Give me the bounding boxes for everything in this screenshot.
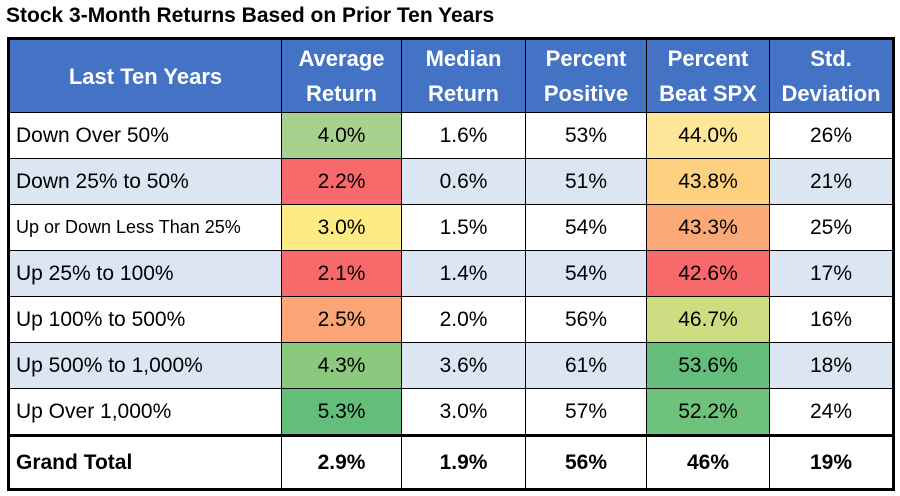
median-return-cell: 1.4% [401,250,526,297]
average-return-cell: 4.0% [281,112,402,159]
header-text: Last Ten Years [68,63,223,89]
row-label: Up Over 1,000% [8,388,282,436]
percent-positive-cell: 61% [525,342,647,389]
header-text: Deviation [781,81,881,106]
header-text: Percent [667,46,749,71]
std-deviation-cell: 17% [769,250,894,297]
row-label: Up 100% to 500% [8,296,282,343]
percent-positive-cell: 56% [525,434,647,490]
percent-positive-cell: 54% [525,204,647,251]
percent-beat-spx-cell: 42.6% [646,250,770,297]
average-return-cell: 2.2% [281,158,402,205]
average-return-cell: 2.1% [281,250,402,297]
std-deviation-cell: 24% [769,388,894,436]
table-row: Up 500% to 1,000% 4.3% 3.6% 61% 53.6% 18… [8,342,894,389]
column-header-percent-positive: Percent Positive [525,38,647,113]
row-label: Up 500% to 1,000% [8,342,282,389]
header-text: Percent [545,46,627,71]
column-header-std-deviation: Std. Deviation [769,38,894,113]
average-return-cell: 3.0% [281,204,402,251]
average-return-cell: 5.3% [281,388,402,436]
average-return-cell: 2.5% [281,296,402,343]
median-return-cell: 3.0% [401,388,526,436]
header-text: Return [306,81,377,106]
row-label: Up 25% to 100% [8,250,282,297]
table-title: Stock 3-Month Returns Based on Prior Ten… [6,4,495,27]
percent-beat-spx-cell: 46% [646,434,770,490]
percent-positive-cell: 57% [525,388,647,436]
median-return-cell: 3.6% [401,342,526,389]
table-row: Up 25% to 100% 2.1% 1.4% 54% 42.6% 17% [8,250,894,297]
median-return-cell: 1.9% [401,434,526,490]
column-header-average-return: Average Return [281,38,402,113]
header-text: Beat SPX [659,81,757,106]
median-return-cell: 1.6% [401,112,526,159]
table-row: Up or Down Less Than 25% 3.0% 1.5% 54% 4… [8,204,894,251]
std-deviation-cell: 16% [769,296,894,343]
row-label: Up or Down Less Than 25% [8,204,282,251]
percent-beat-spx-cell: 46.7% [646,296,770,343]
header-text: Return [428,81,499,106]
header-text: Median [425,46,502,71]
percent-positive-cell: 51% [525,158,647,205]
row-label: Grand Total [8,434,282,490]
table-row: Up 100% to 500% 2.5% 2.0% 56% 46.7% 16% [8,296,894,343]
table-row: Down 25% to 50% 2.2% 0.6% 51% 43.8% 21% [8,158,894,205]
column-header-median-return: Median Return [401,38,526,113]
percent-positive-cell: 56% [525,296,647,343]
percent-beat-spx-cell: 43.8% [646,158,770,205]
percent-beat-spx-cell: 44.0% [646,112,770,159]
column-header-percent-beat-spx: Percent Beat SPX [646,38,770,113]
column-header-last-ten-years: Last Ten Years [8,38,282,113]
percent-beat-spx-cell: 53.6% [646,342,770,389]
percent-beat-spx-cell: 43.3% [646,204,770,251]
percent-positive-cell: 54% [525,250,647,297]
header-row: Last Ten Years Average Return Median Ret… [8,38,894,113]
std-deviation-cell: 19% [769,434,894,490]
median-return-cell: 2.0% [401,296,526,343]
row-label: Down 25% to 50% [8,158,282,205]
header-text: Std. [810,46,852,71]
table-row: Down Over 50% 4.0% 1.6% 53% 44.0% 26% [8,112,894,159]
table-row: Up Over 1,000% 5.3% 3.0% 57% 52.2% 24% [8,388,894,436]
percent-beat-spx-cell: 52.2% [646,388,770,436]
grand-total-row: Grand Total 2.9% 1.9% 56% 46% 19% [8,434,894,490]
std-deviation-cell: 18% [769,342,894,389]
median-return-cell: 0.6% [401,158,526,205]
header-text: Average [298,46,385,71]
std-deviation-cell: 25% [769,204,894,251]
average-return-cell: 4.3% [281,342,402,389]
returns-table: Last Ten Years Average Return Median Ret… [7,37,895,491]
percent-positive-cell: 53% [525,112,647,159]
header-text: Positive [543,81,629,106]
std-deviation-cell: 21% [769,158,894,205]
std-deviation-cell: 26% [769,112,894,159]
median-return-cell: 1.5% [401,204,526,251]
row-label: Down Over 50% [8,112,282,159]
average-return-cell: 2.9% [281,434,402,490]
